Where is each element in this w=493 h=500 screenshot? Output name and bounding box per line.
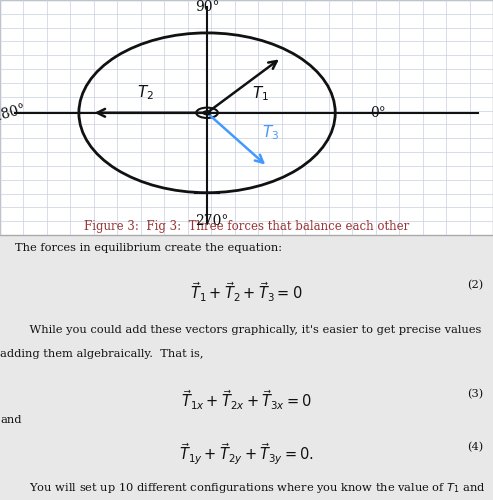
Text: (4): (4) [467,442,483,452]
Text: $\vec{T}_1 + \vec{T}_2 + \vec{T}_3 = 0$: $\vec{T}_1 + \vec{T}_2 + \vec{T}_3 = 0$ [190,280,303,303]
Text: (2): (2) [467,280,483,290]
Text: $T_1$: $T_1$ [252,84,269,103]
Circle shape [203,111,211,114]
Text: $T_2$: $T_2$ [137,84,154,102]
Text: 270°: 270° [195,214,229,228]
Text: $\vec{T}_{1x} + \vec{T}_{2x} + \vec{T}_{3x} = 0$: $\vec{T}_{1x} + \vec{T}_{2x} + \vec{T}_{… [181,388,312,412]
Text: $\vec{T}_{1y} + \vec{T}_{2y} + \vec{T}_{3y} = 0.$: $\vec{T}_{1y} + \vec{T}_{2y} + \vec{T}_{… [179,442,314,467]
Text: 0°: 0° [370,106,386,120]
FancyBboxPatch shape [0,0,493,235]
Text: 90°: 90° [195,0,219,14]
Text: adding them algebraically.  That is,: adding them algebraically. That is, [0,349,204,359]
Text: The forces in equilibrium create the equation:: The forces in equilibrium create the equ… [15,243,282,253]
Text: (3): (3) [467,388,483,399]
Text: While you could add these vectors graphically, it's easier to get precise values: While you could add these vectors graphi… [15,325,481,335]
Text: 180°: 180° [0,102,28,124]
Text: You will set up 10 different configurations where you know the value of $T_1$ an: You will set up 10 different configurati… [15,482,486,496]
Text: and: and [0,415,22,425]
Text: Figure 3:  Fig 3:  Three forces that balance each other: Figure 3: Fig 3: Three forces that balan… [84,220,409,232]
Text: $T_3$: $T_3$ [262,123,279,142]
